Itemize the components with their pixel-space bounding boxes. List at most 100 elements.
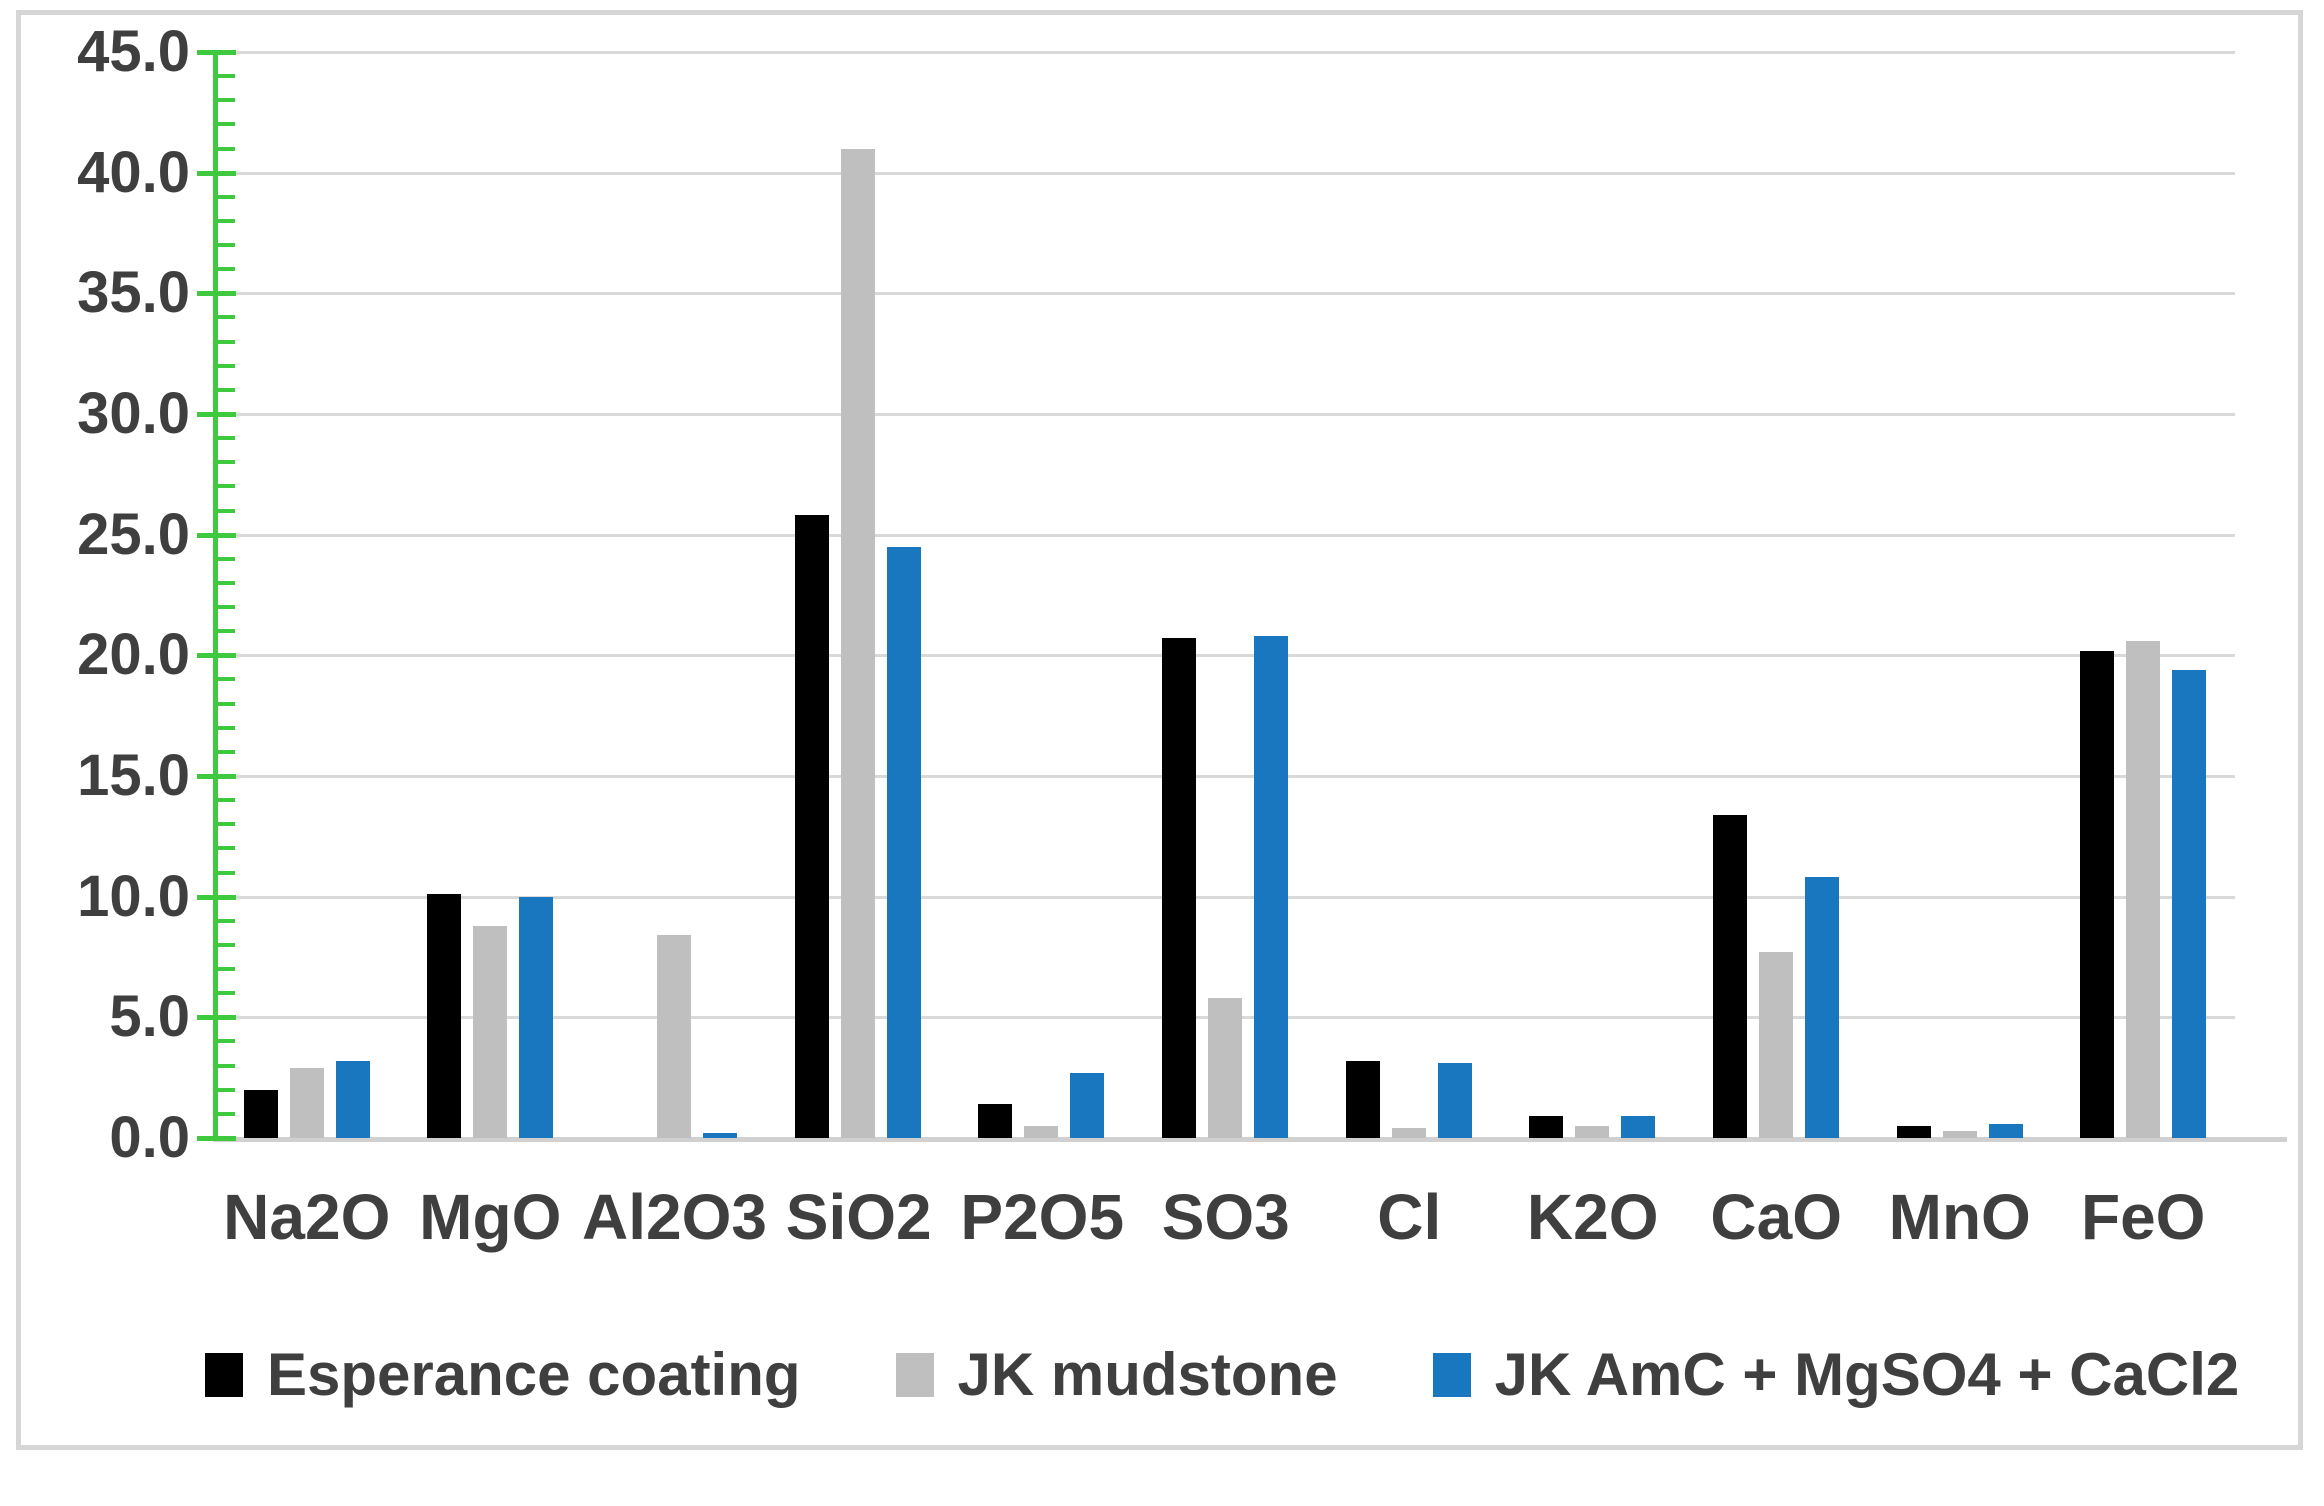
bar — [1529, 1116, 1564, 1138]
x-tick-label: Al2O3 — [582, 1181, 767, 1253]
y-axis-major-tick — [197, 412, 236, 417]
bar — [1024, 1125, 1059, 1138]
bar-group — [1317, 52, 1501, 1138]
bar — [1575, 1125, 1610, 1138]
bar — [1070, 1072, 1105, 1138]
x-tick-label: Na2O — [223, 1181, 391, 1253]
bar-group — [2051, 52, 2235, 1138]
x-tick-label: FeO — [2080, 1181, 2206, 1253]
bar — [1804, 877, 1839, 1138]
y-axis-minor-tick — [218, 387, 235, 392]
bar — [1988, 1123, 2023, 1138]
y-gridline — [215, 51, 2235, 54]
x-tick-label: MgO — [419, 1181, 562, 1253]
y-axis-minor-tick — [218, 1039, 235, 1044]
y-gridline — [215, 292, 2235, 296]
y-axis-minor-tick — [218, 267, 235, 272]
legend-swatch-icon — [895, 1352, 934, 1397]
y-axis-major-tick — [197, 774, 236, 779]
y-axis-minor-tick — [218, 701, 235, 706]
y-axis-minor-tick — [218, 798, 235, 803]
bar-group — [766, 52, 950, 1138]
y-axis-minor-tick — [218, 243, 235, 248]
y-axis-minor-tick — [218, 556, 235, 561]
bar — [1162, 638, 1197, 1138]
bar-group — [215, 52, 399, 1138]
y-tick-label: 10.0 — [77, 863, 190, 929]
bar — [335, 1060, 370, 1138]
x-axis-labels: Na2O MgO Al2O3 SiO2 P2O5 SO3 Cl K2O CaO MnO FeO — [215, 1180, 2235, 1254]
y-axis-minor-tick — [218, 98, 235, 103]
legend-label: Esperance coating — [267, 1341, 801, 1408]
y-axis-major-tick — [197, 1015, 236, 1021]
y-axis-major-tick — [197, 894, 236, 900]
bar — [473, 925, 508, 1138]
bar — [1758, 952, 1793, 1138]
y-gridline — [215, 413, 2235, 416]
bar-group — [1133, 52, 1317, 1138]
y-tick-label: 30.0 — [77, 381, 190, 446]
y-axis-minor-tick — [218, 508, 235, 513]
chart-frame-border — [16, 10, 2303, 1450]
y-axis-minor-tick — [218, 122, 235, 127]
bar — [840, 148, 875, 1138]
y-tick-label: 0.0 — [109, 1105, 190, 1170]
bar — [2080, 650, 2115, 1138]
legend-label: JK mudstone — [957, 1341, 1338, 1408]
y-tick-label: 35.0 — [77, 260, 190, 326]
y-gridline — [215, 533, 2235, 537]
y-axis-line — [213, 52, 218, 1141]
y-axis-minor-tick — [218, 1111, 235, 1116]
bar — [886, 546, 921, 1138]
y-axis-minor-tick — [218, 918, 235, 923]
legend-item: Esperance coating — [205, 1340, 801, 1409]
bar — [1712, 814, 1747, 1138]
bar — [1896, 1125, 1931, 1138]
bar — [2126, 640, 2161, 1138]
y-axis-minor-tick — [218, 339, 235, 344]
bar — [794, 515, 829, 1138]
y-axis-minor-tick — [218, 749, 235, 754]
y-axis-minor-tick — [218, 725, 235, 730]
y-gridline — [215, 654, 2235, 658]
y-axis-minor-tick — [218, 1087, 235, 1092]
y-axis-labels: 45.0 40.0 35.0 30.0 25.0 20.0 15.0 10.0 5.0 0.0 — [18, 23, 190, 1167]
y-axis-minor-tick — [218, 942, 235, 947]
bar-group — [950, 52, 1134, 1138]
y-axis-minor-tick — [218, 460, 235, 465]
y-tick-label: 15.0 — [77, 743, 190, 808]
y-tick-label: 45.0 — [77, 19, 190, 84]
y-gridline — [215, 895, 2235, 899]
y-axis-minor-tick — [218, 629, 235, 634]
bar-group — [399, 52, 583, 1138]
bar — [1621, 1116, 1656, 1138]
y-axis-minor-tick — [218, 436, 235, 441]
x-tick-label: SO3 — [1161, 1181, 1290, 1253]
bar — [703, 1133, 738, 1138]
legend-swatch-icon — [1432, 1352, 1471, 1397]
y-axis-minor-tick — [218, 218, 235, 223]
y-tick-label: 40.0 — [77, 139, 190, 205]
y-axis-minor-tick — [218, 605, 235, 610]
y-axis-minor-tick — [218, 870, 235, 875]
bar — [289, 1068, 324, 1138]
legend-item: JK AmC + MgSO4 + CaCl2 — [1432, 1340, 2239, 1409]
bars-layer — [215, 52, 2235, 1138]
y-axis-minor-tick — [218, 1063, 235, 1068]
legend-swatch-icon — [205, 1352, 243, 1397]
y-tick-label: 5.0 — [109, 984, 190, 1050]
y-gridline — [215, 171, 2235, 175]
bar — [2172, 669, 2207, 1138]
y-axis-major-tick — [197, 653, 236, 659]
bar — [657, 935, 692, 1138]
bar — [1254, 636, 1289, 1138]
y-axis-major-tick — [197, 1136, 236, 1141]
y-axis-major-tick — [197, 170, 236, 176]
bar — [427, 894, 462, 1138]
bar-group — [1684, 52, 1868, 1138]
bar — [1942, 1130, 1977, 1138]
y-tick-label: 20.0 — [77, 622, 190, 688]
y-axis-minor-tick — [218, 822, 235, 827]
x-tick-label: Cl — [1377, 1181, 1442, 1253]
